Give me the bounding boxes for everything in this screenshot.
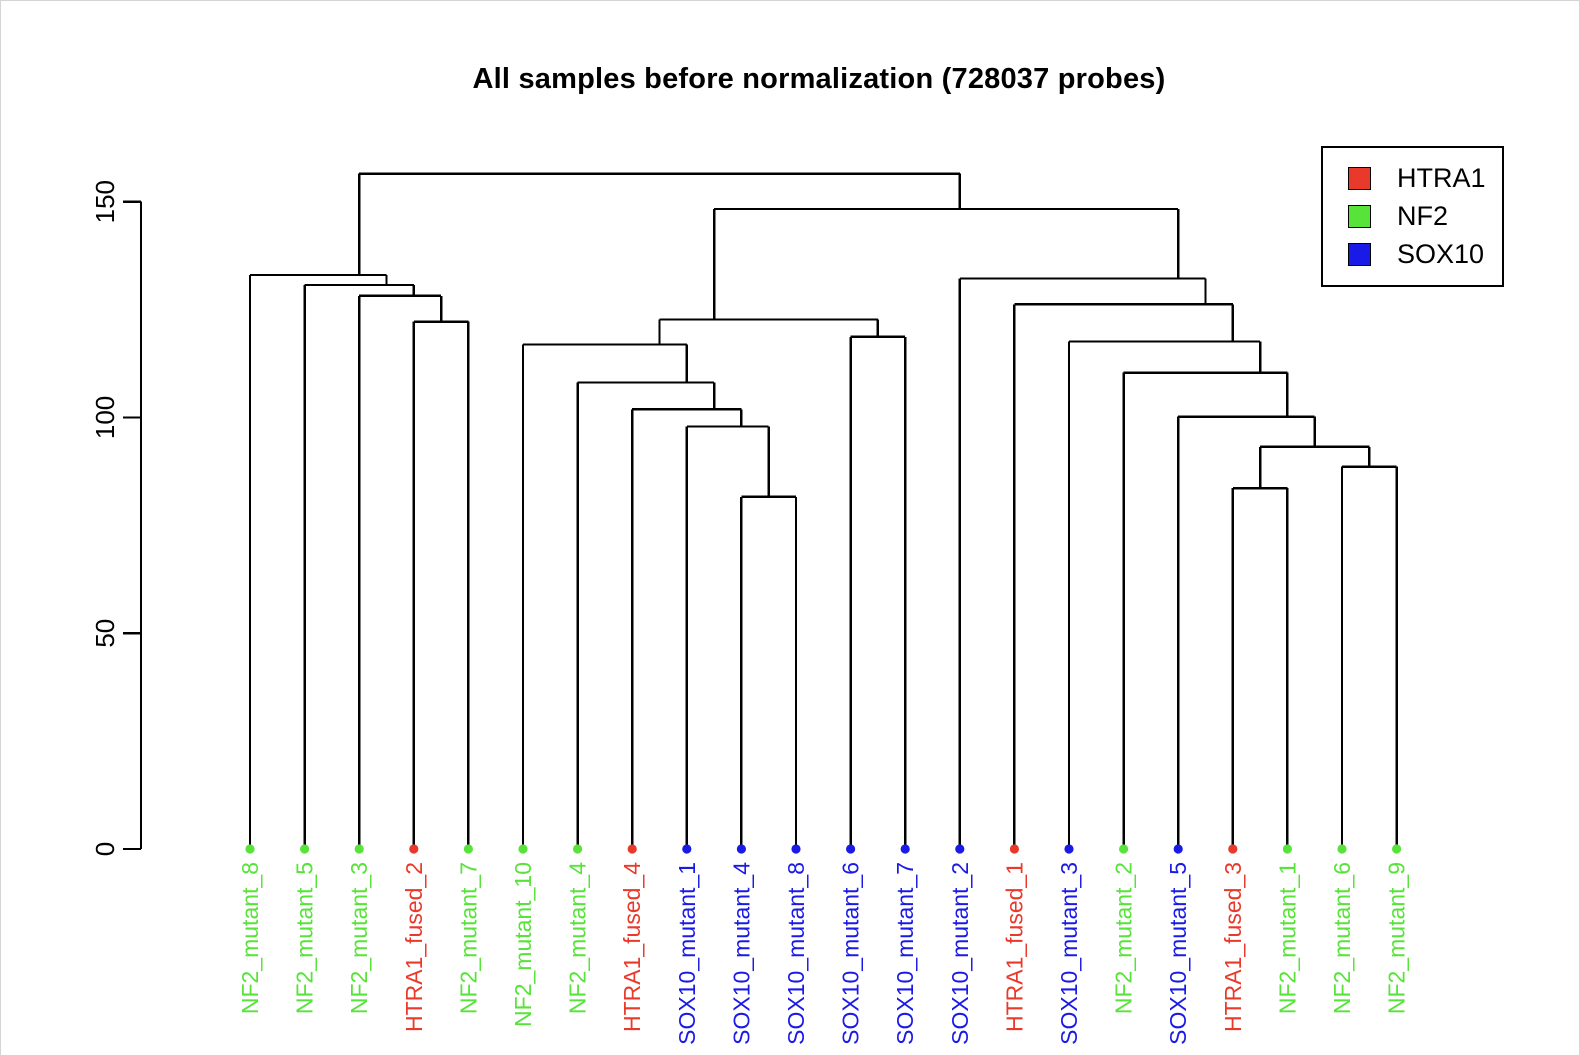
leaf-dot (736, 844, 747, 854)
leaf-dot (245, 844, 255, 854)
leaf-label: SOX10_mutant_4 (728, 862, 754, 1045)
leaf-dot (682, 844, 692, 854)
leaf-dot (1009, 844, 1020, 854)
leaf-label: NF2_mutant_9 (1384, 862, 1410, 1014)
leaf-dot (463, 844, 473, 854)
y-axis-tick-label: 50 (90, 619, 120, 648)
leaf-dot (791, 844, 801, 854)
leaf-dot (573, 844, 583, 854)
leaf-label: SOX10_mutant_6 (838, 862, 864, 1045)
leaf-label: HTRA1_fused_2 (401, 862, 427, 1032)
legend-item-nf2: NF2 (1348, 203, 1502, 230)
leaf-label: HTRA1_fused_4 (619, 862, 645, 1032)
legend-item-sox10: SOX10 (1348, 241, 1502, 268)
leaf-dot (627, 844, 637, 854)
leaf-label: HTRA1_fused_3 (1220, 862, 1246, 1032)
legend-item-htra1: HTRA1 (1348, 165, 1502, 192)
legend-label-htra1: HTRA1 (1397, 163, 1486, 193)
y-axis-tick-label: 100 (90, 396, 120, 439)
leaf-label: SOX10_mutant_1 (674, 862, 700, 1045)
leaf-label: SOX10_mutant_5 (1165, 862, 1191, 1045)
leaf-label: NF2_mutant_5 (292, 862, 318, 1014)
leaf-dot (354, 844, 364, 854)
leaf-dot (1173, 844, 1183, 854)
leaf-label: NF2_mutant_3 (346, 862, 372, 1014)
leaf-label: NF2_mutant_1 (1274, 862, 1300, 1014)
leaf-label: SOX10_mutant_8 (783, 862, 809, 1045)
leaf-dot (846, 844, 856, 854)
legend-swatch-nf2 (1348, 205, 1371, 228)
leaf-label: SOX10_mutant_3 (1056, 862, 1082, 1045)
legend-swatch-htra1 (1348, 167, 1371, 190)
leaf-dot (1392, 844, 1402, 854)
leaf-label: NF2_mutant_4 (565, 862, 591, 1014)
legend-swatch-sox10 (1348, 243, 1371, 266)
leaf-label: SOX10_mutant_7 (892, 862, 918, 1045)
leaf-dot (1337, 844, 1347, 854)
leaf-dot (900, 844, 910, 854)
leaf-label: NF2_mutant_2 (1111, 862, 1137, 1014)
leaf-dot (1228, 844, 1238, 854)
y-axis-tick-label: 0 (90, 842, 120, 856)
leaf-dot (1119, 844, 1129, 854)
legend-label-nf2: NF2 (1397, 201, 1449, 231)
leaf-dot (955, 844, 965, 854)
leaf-label: NF2_mutant_10 (510, 862, 536, 1027)
y-axis-tick-label: 150 (90, 180, 120, 223)
leaf-label: SOX10_mutant_2 (947, 862, 973, 1045)
leaf-label: NF2_mutant_8 (237, 862, 263, 1014)
leaf-label: NF2_mutant_6 (1329, 862, 1355, 1014)
leaf-label: HTRA1_fused_1 (1001, 862, 1027, 1032)
leaf-label: NF2_mutant_7 (455, 862, 481, 1014)
leaf-dot (1282, 844, 1292, 854)
legend: HTRA1 NF2 SOX10 (1321, 146, 1504, 287)
plot-title: All samples before normalization (728037… (472, 63, 1166, 95)
leaf-dot (1064, 844, 1074, 854)
legend-label-sox10: SOX10 (1397, 239, 1485, 269)
leaf-dot (518, 844, 528, 854)
leaf-dot (409, 844, 419, 854)
leaf-dot (300, 844, 310, 854)
